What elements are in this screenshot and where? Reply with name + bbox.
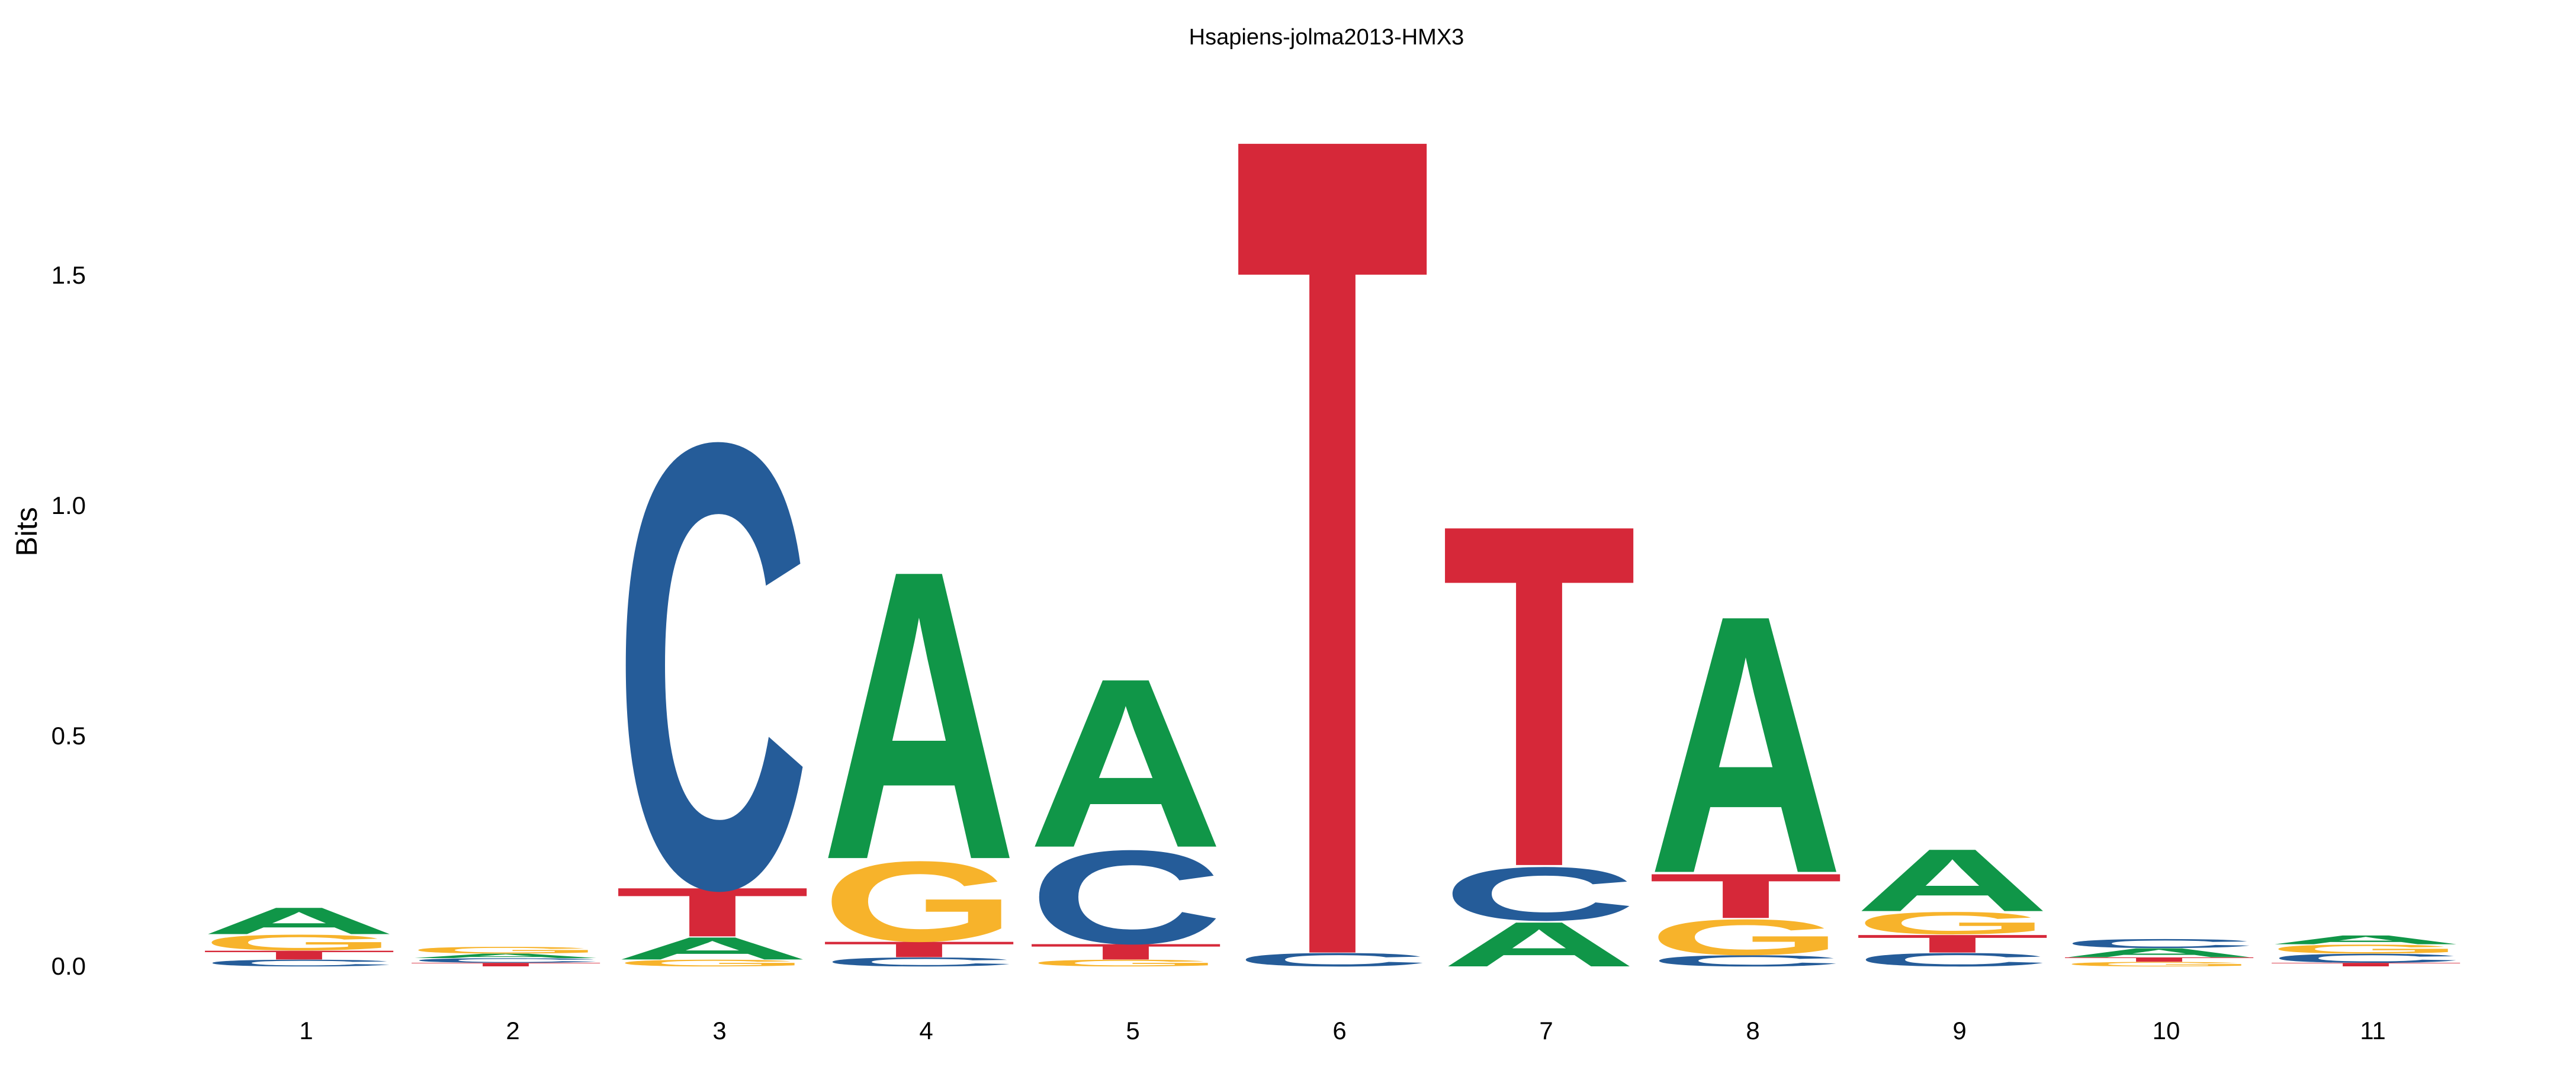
logo-letter-T: T [2061,956,2257,963]
logo-letter-G: G [2061,960,2257,968]
logo-letter-A: A [1855,831,2050,930]
logo-letter-T: T [1441,422,1637,969]
logo-letter-G: G [408,945,603,956]
logo-letter-C: C [1441,851,1637,937]
logo-letter-C: C [1235,949,1430,970]
logo-stack-6: CT [1235,0,1430,1083]
logo-letter-G: G [2268,942,2463,956]
logo-letter-C: C [615,310,810,1021]
logo-letter-G: G [1028,957,1223,968]
x-tick-label: 9 [1952,1017,1966,1045]
x-tick-label: 4 [919,1017,933,1045]
logo-letter-T: T [1235,0,1430,1083]
x-tick-label: 8 [1746,1017,1759,1045]
y-tick-label: 1.0 [52,491,86,519]
logo-letter-A: A [1028,628,1223,898]
y-tick-label: 1.5 [52,261,86,289]
logo-letter-T: T [615,873,810,952]
logo-letter-C: C [1648,952,1843,970]
chart-title: Hsapiens-jolma2013-HMX3 [1189,25,1464,50]
x-tick-label: 11 [2360,1017,2386,1045]
y-axis-label: Bits [10,507,43,556]
logo-letter-G: G [201,930,397,955]
logo-letter-A: A [408,952,603,959]
x-axis-ticks: 1 2 3 4 5 6 7 8 9 10 11 [299,1017,2385,1045]
logo-letter-G: G [615,957,810,968]
y-tick-label: 0.0 [52,952,86,980]
logo-letter-C: C [2268,951,2463,965]
logo-letter-T: T [1028,939,1223,964]
logo-letter-T: T [2268,962,2463,968]
logo-letter-C: C [408,957,603,964]
logo-letter-T: T [1648,860,1843,931]
logo-letter-A: A [201,900,397,943]
logo-letter-A: A [2061,946,2257,960]
x-tick-label: 7 [1539,1017,1553,1045]
logo-letter-C: C [1028,823,1223,972]
x-tick-label: 10 [2153,1017,2180,1045]
logo-letter-C: C [2061,936,2257,950]
logo-letter-C: C [1855,949,2050,970]
logo-letter-G: G [821,838,1017,966]
logo-letter-T: T [1855,930,2050,958]
logo-letter-A: A [1441,909,1637,980]
logo-stack-7: ACT [1441,422,1637,980]
x-tick-label: 1 [299,1017,313,1045]
x-tick-label: 5 [1126,1017,1139,1045]
logo-letter-T: T [408,962,603,968]
logo-letter-A: A [615,931,810,966]
logo-letter-C: C [201,957,397,968]
y-tick-label: 0.5 [52,722,86,750]
logo-letter-A: A [821,484,1017,946]
logo-letter-T: T [201,948,397,962]
logo-letter-C: C [821,955,1017,969]
x-tick-label: 6 [1332,1017,1346,1045]
y-axis-ticks: 0.0 0.5 1.0 1.5 [52,261,86,980]
logo-letter-T: T [821,937,1017,962]
logo-letter-G: G [1648,909,1843,966]
logo-letter-A: A [2268,933,2463,947]
logo-letter-A: A [1648,538,1843,950]
x-tick-label: 3 [712,1017,726,1045]
x-tick-label: 2 [506,1017,519,1045]
logo-letter-G: G [1855,905,2050,941]
